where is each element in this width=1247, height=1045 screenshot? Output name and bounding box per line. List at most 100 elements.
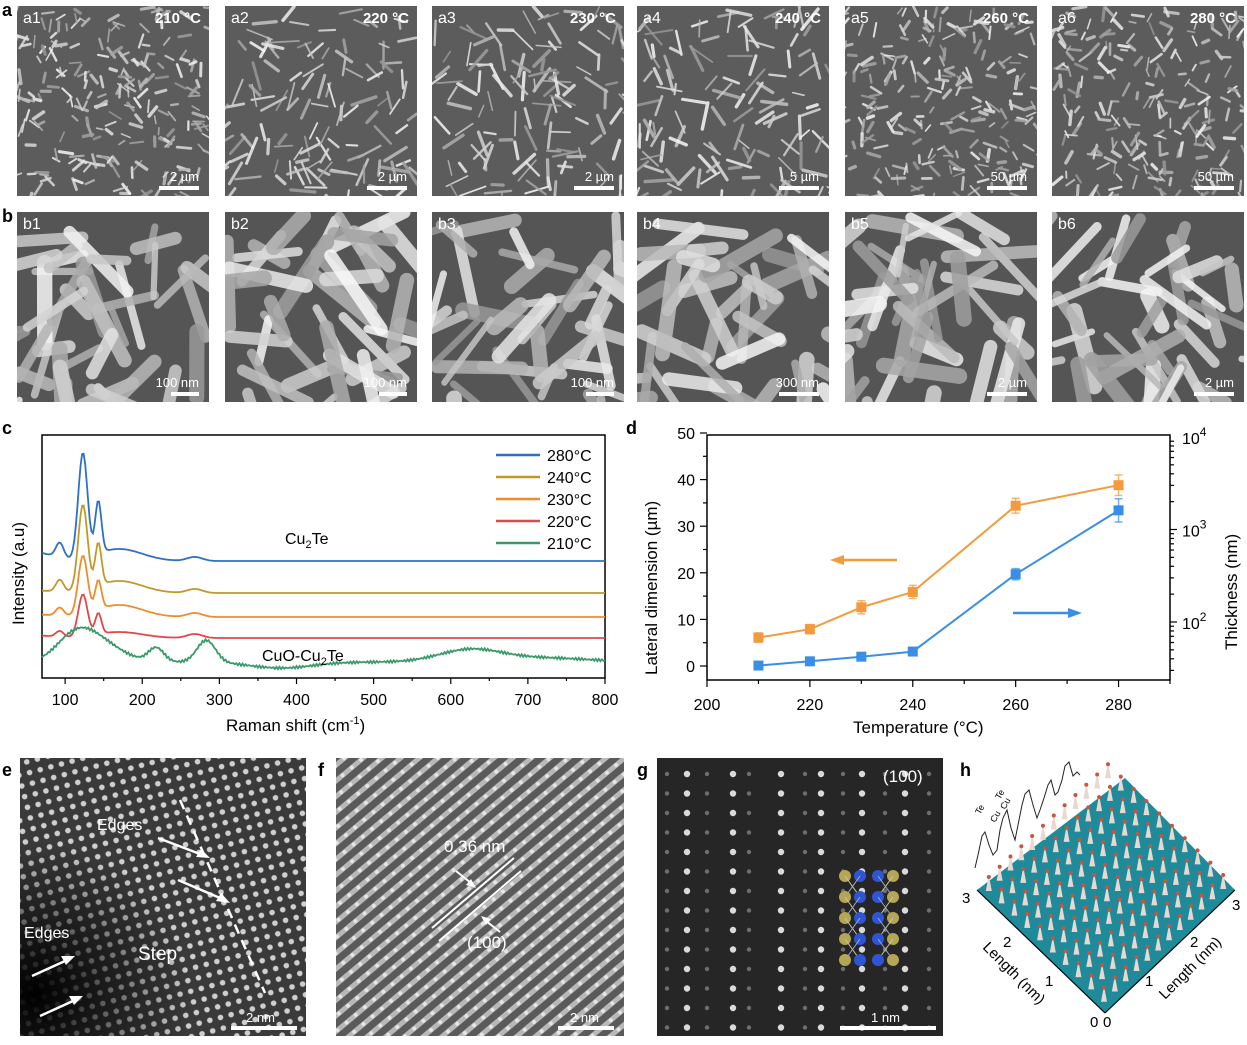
scale-bar <box>779 186 819 190</box>
scale-bar <box>1194 392 1234 396</box>
svg-text:40: 40 <box>677 473 695 490</box>
temperature-label: 260 °C <box>982 10 1029 27</box>
panel-e-image: Edges Edges Step 2 nm <box>20 758 306 1036</box>
svg-text:20: 20 <box>677 566 695 583</box>
image-tag: b5 <box>851 216 869 233</box>
panel-letter-h: h <box>960 760 971 780</box>
edge-arrow-4 <box>39 999 74 1018</box>
svg-text:260: 260 <box>1002 697 1029 714</box>
raman-chart: 100 200 300 400 500 600 700 800 280°C 240°C 230°C… <box>9 434 619 735</box>
scale-bar <box>231 1026 297 1030</box>
axis-left <box>976 889 1106 1014</box>
data-point-marker <box>907 646 918 657</box>
panel-letter-f: f <box>318 760 324 780</box>
svg-text:240: 240 <box>899 697 926 714</box>
spacing-label: 0.36 nm <box>444 837 505 856</box>
legend-label: 220°C <box>547 514 592 531</box>
scale-label: 100 nm <box>363 375 407 390</box>
data-point-marker <box>1010 500 1021 511</box>
axis-right <box>1104 889 1236 1014</box>
panel-g-image: (100) 1 nm <box>657 758 943 1036</box>
scale-label: 2 µm <box>377 169 407 184</box>
svg-text:400: 400 <box>283 692 310 709</box>
legend-label: 240°C <box>547 470 592 487</box>
raman-curve <box>41 452 605 562</box>
scale-label: 2 nm <box>570 1010 599 1025</box>
scale-label: 2 µm <box>169 169 199 184</box>
edge-arrow-1 <box>157 836 201 856</box>
scale-bar <box>1194 186 1234 190</box>
profile-label-te: Te <box>993 788 1006 801</box>
svg-text:600: 600 <box>437 692 464 709</box>
scale-bar <box>159 186 199 190</box>
sem-image-a4: a4 240 °C 5 µm <box>637 6 829 196</box>
image-tag: b3 <box>438 216 456 233</box>
left-tick: 3 <box>962 890 970 907</box>
dimension-series <box>753 474 1124 671</box>
sem-image-a1: a1 210 °C 2 µm <box>17 6 209 196</box>
svg-text:200: 200 <box>694 697 721 714</box>
raman-legend: 280°C 240°C 230°C 220°C 210°C <box>496 448 592 553</box>
scale-label: 5 µm <box>789 169 819 184</box>
sem-image-a2: a2 220 °C 2 µm <box>225 6 417 196</box>
right-tick: 1 <box>1145 973 1153 990</box>
arrow-head-icon <box>196 849 210 858</box>
panel-letter-e: e <box>2 760 13 780</box>
scale-bar <box>558 1026 614 1030</box>
svg-text:104: 104 <box>1182 425 1207 448</box>
panel-letter-d: d <box>626 418 637 438</box>
profile-label-te: Te <box>973 803 986 816</box>
scale-label: 2 nm <box>246 1010 275 1025</box>
right-tick: 3 <box>1232 897 1240 914</box>
raman-x-ticks: 100 200 300 400 500 600 700 800 <box>52 678 619 709</box>
annotation-cu2te: Cu2Te <box>285 531 329 551</box>
raman-y-label: Intensity (a.u) <box>9 522 28 625</box>
data-point-marker <box>804 656 815 667</box>
legend-label: 280°C <box>547 448 592 465</box>
svg-text:500: 500 <box>360 692 387 709</box>
edge-arrow-3 <box>31 959 66 978</box>
sem-image-a3: a3 230 °C 2 µm <box>432 6 624 196</box>
raman-x-label: Raman shift (cm-1) <box>226 715 365 735</box>
svg-text:0: 0 <box>686 659 695 676</box>
legend-label: 230°C <box>547 492 592 509</box>
dimension-x-label: Temperature (°C) <box>853 718 984 737</box>
label-edges-left: Edges <box>24 925 69 942</box>
scale-label: 300 nm <box>775 375 819 390</box>
arrow-head-icon <box>216 893 230 903</box>
image-tag: a3 <box>438 10 456 27</box>
sem-image-b2: b2 100 nm <box>225 212 417 402</box>
image-tag: a5 <box>851 10 869 27</box>
legend-label: 210°C <box>547 536 592 553</box>
sem-image-b3: b3 100 nm <box>432 212 624 402</box>
data-point-marker <box>856 651 867 662</box>
dimension-plot-frame <box>706 434 1171 681</box>
data-point-marker <box>856 602 867 613</box>
scale-label: 50 µm <box>1197 169 1234 184</box>
svg-text:800: 800 <box>592 692 619 709</box>
image-tag: a6 <box>1058 10 1076 27</box>
data-point-marker <box>753 632 764 643</box>
panel-h-3d-map: Te Cu Cu Te 3 2 1 0 0 1 2 3 Length (nm) … <box>962 761 1240 1031</box>
raman-curves <box>41 452 606 671</box>
svg-text:700: 700 <box>515 692 542 709</box>
scale-bar <box>379 392 407 396</box>
dimension-y-label: Lateral dimension (µm) <box>642 501 661 675</box>
data-point-marker <box>1010 569 1021 580</box>
arrow-head-icon <box>61 956 75 965</box>
crystal-structure-model <box>839 870 899 966</box>
image-tag: b1 <box>23 216 41 233</box>
scale-label: 100 nm <box>155 375 199 390</box>
svg-text:10: 10 <box>677 612 695 629</box>
arrow-head-icon <box>69 996 83 1005</box>
scale-bar <box>171 392 199 396</box>
svg-text:220: 220 <box>797 697 824 714</box>
scale-label: 2 µm <box>584 169 614 184</box>
profile-label-cu: Cu <box>998 796 1012 811</box>
label-edges-top: Edges <box>97 817 142 834</box>
panel-letter-b: b <box>2 206 13 226</box>
data-point-marker <box>753 660 764 671</box>
left-arrow-head-icon <box>830 555 844 565</box>
scale-label: 2 µm <box>997 375 1027 390</box>
lattice-line-1 <box>431 857 515 929</box>
